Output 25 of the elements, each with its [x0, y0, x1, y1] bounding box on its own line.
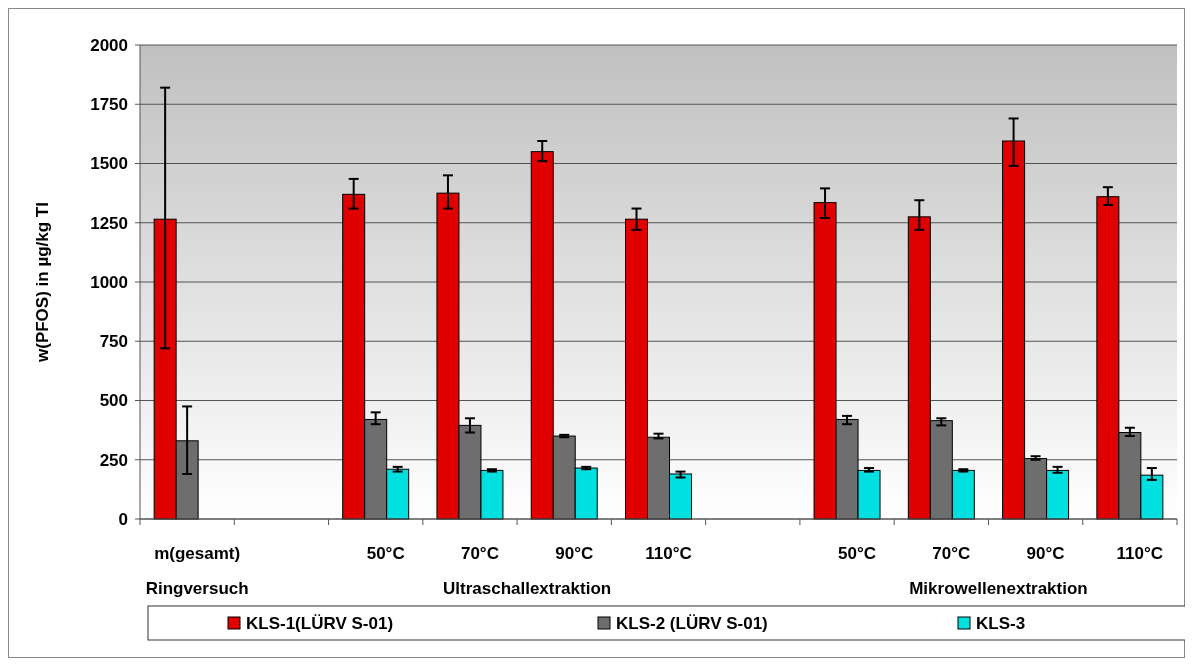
- y-tick-label: 1750: [90, 95, 128, 115]
- legend-label: KLS-2 (LÜRV S-01): [616, 613, 768, 633]
- x-tick-label: 90°C: [555, 544, 594, 563]
- x-tick-label: 70°C: [932, 544, 971, 563]
- x-tick-label: 70°C: [460, 544, 499, 563]
- text: Mikrowellenextraktion: [909, 579, 1088, 598]
- x-tick-label: 50°C: [838, 544, 877, 563]
- y-tick-label: 1000: [90, 272, 128, 292]
- x-tick-label: m(gesamt): [154, 544, 241, 563]
- y-tick-label: 0: [118, 509, 128, 529]
- x-tick-label: 110°C: [1116, 544, 1164, 563]
- y-tick-label: 500: [99, 391, 128, 411]
- text: Ultraschallextraktion: [443, 579, 612, 598]
- legend-label: KLS-1(LÜRV S-01): [246, 613, 394, 633]
- y-tick-label: 750: [99, 332, 128, 352]
- y-tick-label: 1250: [90, 213, 128, 233]
- text: Ringversuch: [145, 579, 249, 598]
- y-tick-label: 1500: [90, 154, 128, 174]
- x-tick-label: 50°C: [366, 544, 405, 563]
- x-tick-label: 110°C: [645, 544, 692, 563]
- legend-label: KLS-3: [976, 613, 1026, 633]
- x-tick-label: 90°C: [1026, 544, 1065, 563]
- y-tick-label: 250: [99, 450, 128, 470]
- y-axis-title: w(PFOS) in µg/kg TI: [33, 202, 52, 363]
- y-tick-label: 2000: [90, 35, 128, 55]
